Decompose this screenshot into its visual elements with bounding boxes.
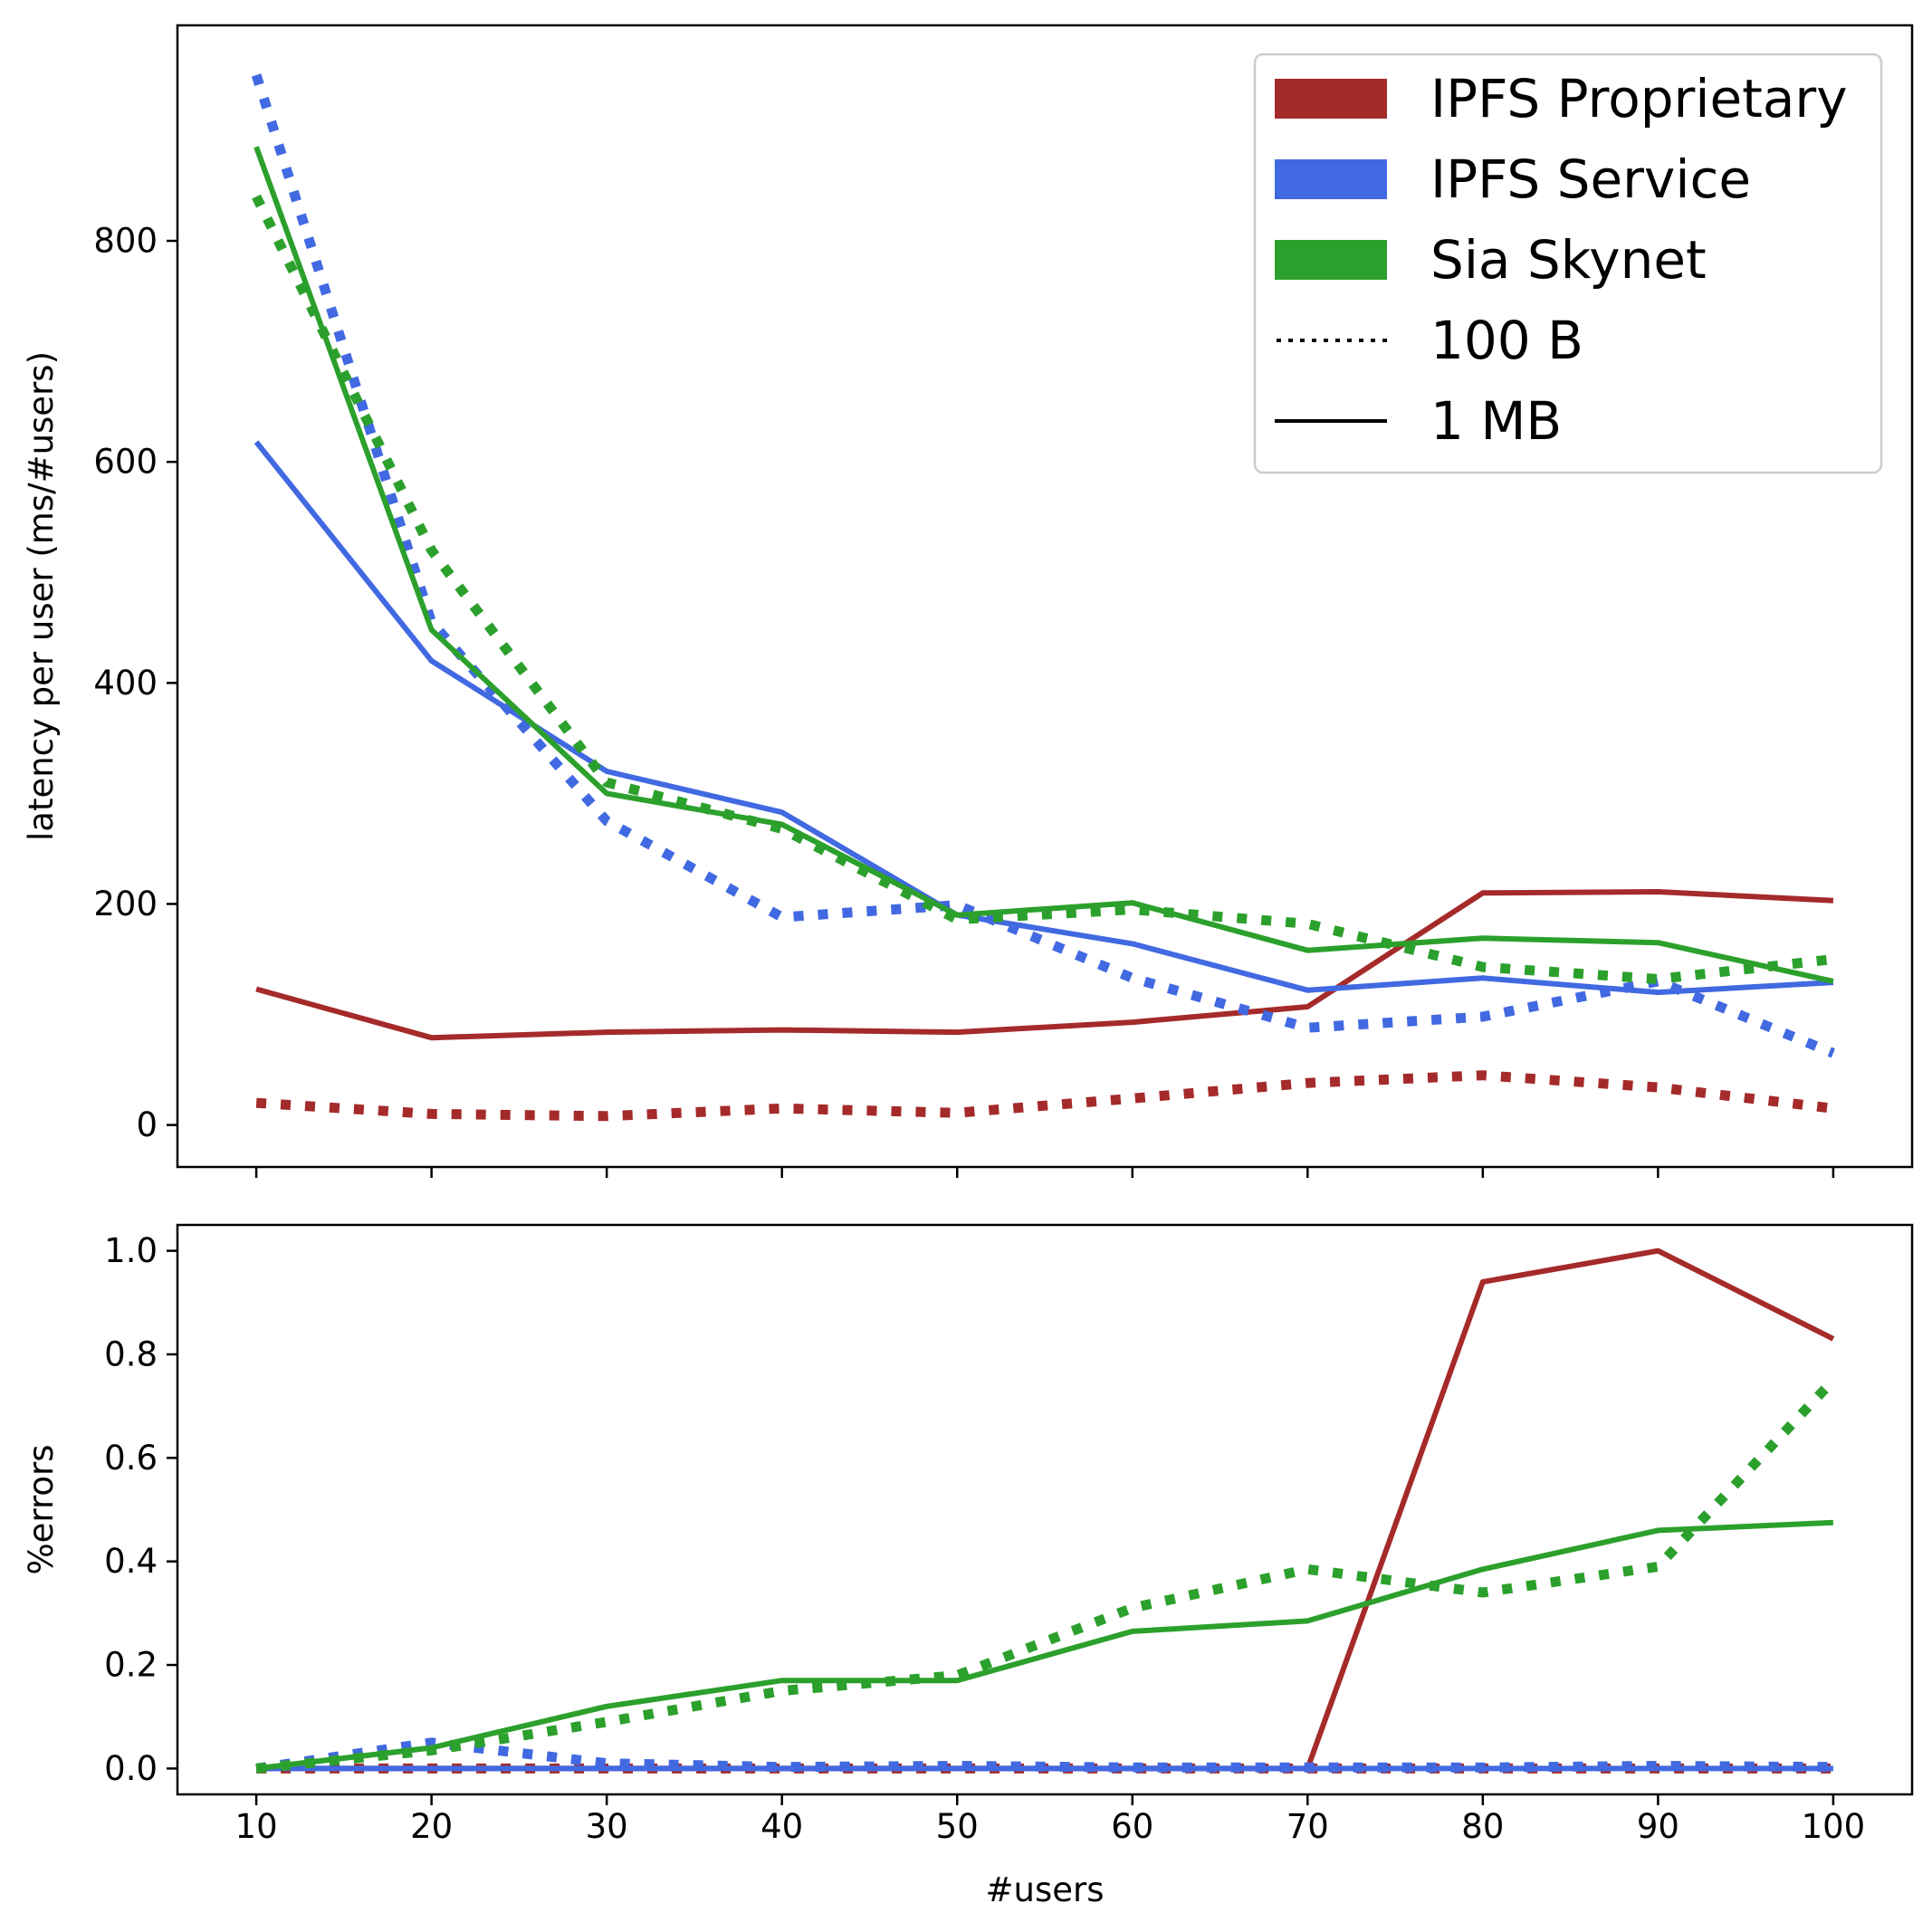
legend-label: IPFS Proprietary: [1430, 68, 1848, 129]
x-tick-label: 30: [586, 1807, 628, 1846]
legend-item: IPFS Service: [1275, 148, 1751, 210]
legend-item: IPFS Proprietary: [1275, 68, 1848, 129]
plot-frame: [176, 1223, 1914, 1796]
y-tick-label: 0: [136, 1105, 158, 1144]
legend-box: [1253, 53, 1883, 474]
y-tick-label: 200: [93, 885, 158, 923]
y-tick-label: 1.0: [104, 1231, 158, 1270]
x-tick-label: 90: [1637, 1807, 1679, 1846]
legend-label: IPFS Service: [1430, 148, 1751, 210]
legend-label: 1 MB: [1430, 390, 1562, 452]
x-tick-label: 10: [235, 1807, 278, 1846]
series-line-sia-skynet-100b: [252, 194, 1834, 984]
series-line-ipfs-proprietary-1mb: [255, 889, 1834, 1041]
legend-item: Sia Skynet: [1275, 229, 1707, 291]
series-line-sia-skynet-1mb: [253, 146, 1834, 984]
x-tick-label: 100: [1802, 1807, 1866, 1846]
series-line-ipfs-service-1mb: [253, 440, 1834, 996]
x-tick-label: 80: [1461, 1807, 1504, 1846]
y-tick-label: 0.4: [104, 1542, 158, 1581]
legend-swatch: [1275, 240, 1387, 280]
series-line-ipfs-proprietary-100b: [255, 1070, 1834, 1122]
latency-panel: 0 200 400 600 800 latency per user (ms/#users…: [22, 24, 1914, 1178]
series-line-ipfs-proprietary-1mb: [256, 1248, 1835, 1772]
x-axis-label: #users: [986, 1870, 1105, 1909]
y-tick-label: 0.0: [104, 1749, 158, 1788]
y-axis-label: %errors: [22, 1444, 61, 1574]
series-line-sia-skynet-1mb: [255, 1519, 1834, 1772]
x-tick-label: 60: [1111, 1807, 1153, 1846]
errors-panel: 0.0 0.2 0.4 0.6 0.8 1.0 10 20 30 40 50 60 70 80 90 100%…: [22, 1223, 1914, 1909]
legend-swatch: [1275, 79, 1387, 119]
legend-item: 1 MB: [1275, 390, 1562, 452]
y-tick-label: 0.6: [104, 1439, 158, 1478]
series-group: [255, 1248, 1837, 1774]
x-tick-label: 50: [936, 1807, 979, 1846]
legend-label: Sia Skynet: [1430, 229, 1707, 291]
y-tick-label: 0.8: [104, 1334, 158, 1373]
series-group: [251, 73, 1835, 1122]
x-tick-label: 40: [760, 1807, 803, 1846]
plot-frame: [176, 24, 1914, 1169]
series-line-sia-skynet-100b: [255, 1376, 1837, 1774]
series-line-ipfs-service-100b: [255, 1737, 1833, 1774]
y-tick-label: 600: [93, 443, 158, 482]
y-axis-label: latency per user (ms/#users): [22, 351, 61, 841]
legend-label: 100 B: [1430, 310, 1583, 371]
legend: IPFS Proprietary IPFS Service Sia Skynet 10…: [1253, 53, 1883, 474]
x-tick-label: 70: [1286, 1807, 1329, 1846]
y-tick-label: 400: [93, 664, 158, 703]
y-tick-label: 800: [93, 222, 158, 261]
x-tick-label: 20: [410, 1807, 453, 1846]
legend-swatch: [1275, 159, 1387, 199]
legend-item: 100 B: [1277, 310, 1583, 371]
y-tick-label: 0.2: [104, 1646, 158, 1685]
